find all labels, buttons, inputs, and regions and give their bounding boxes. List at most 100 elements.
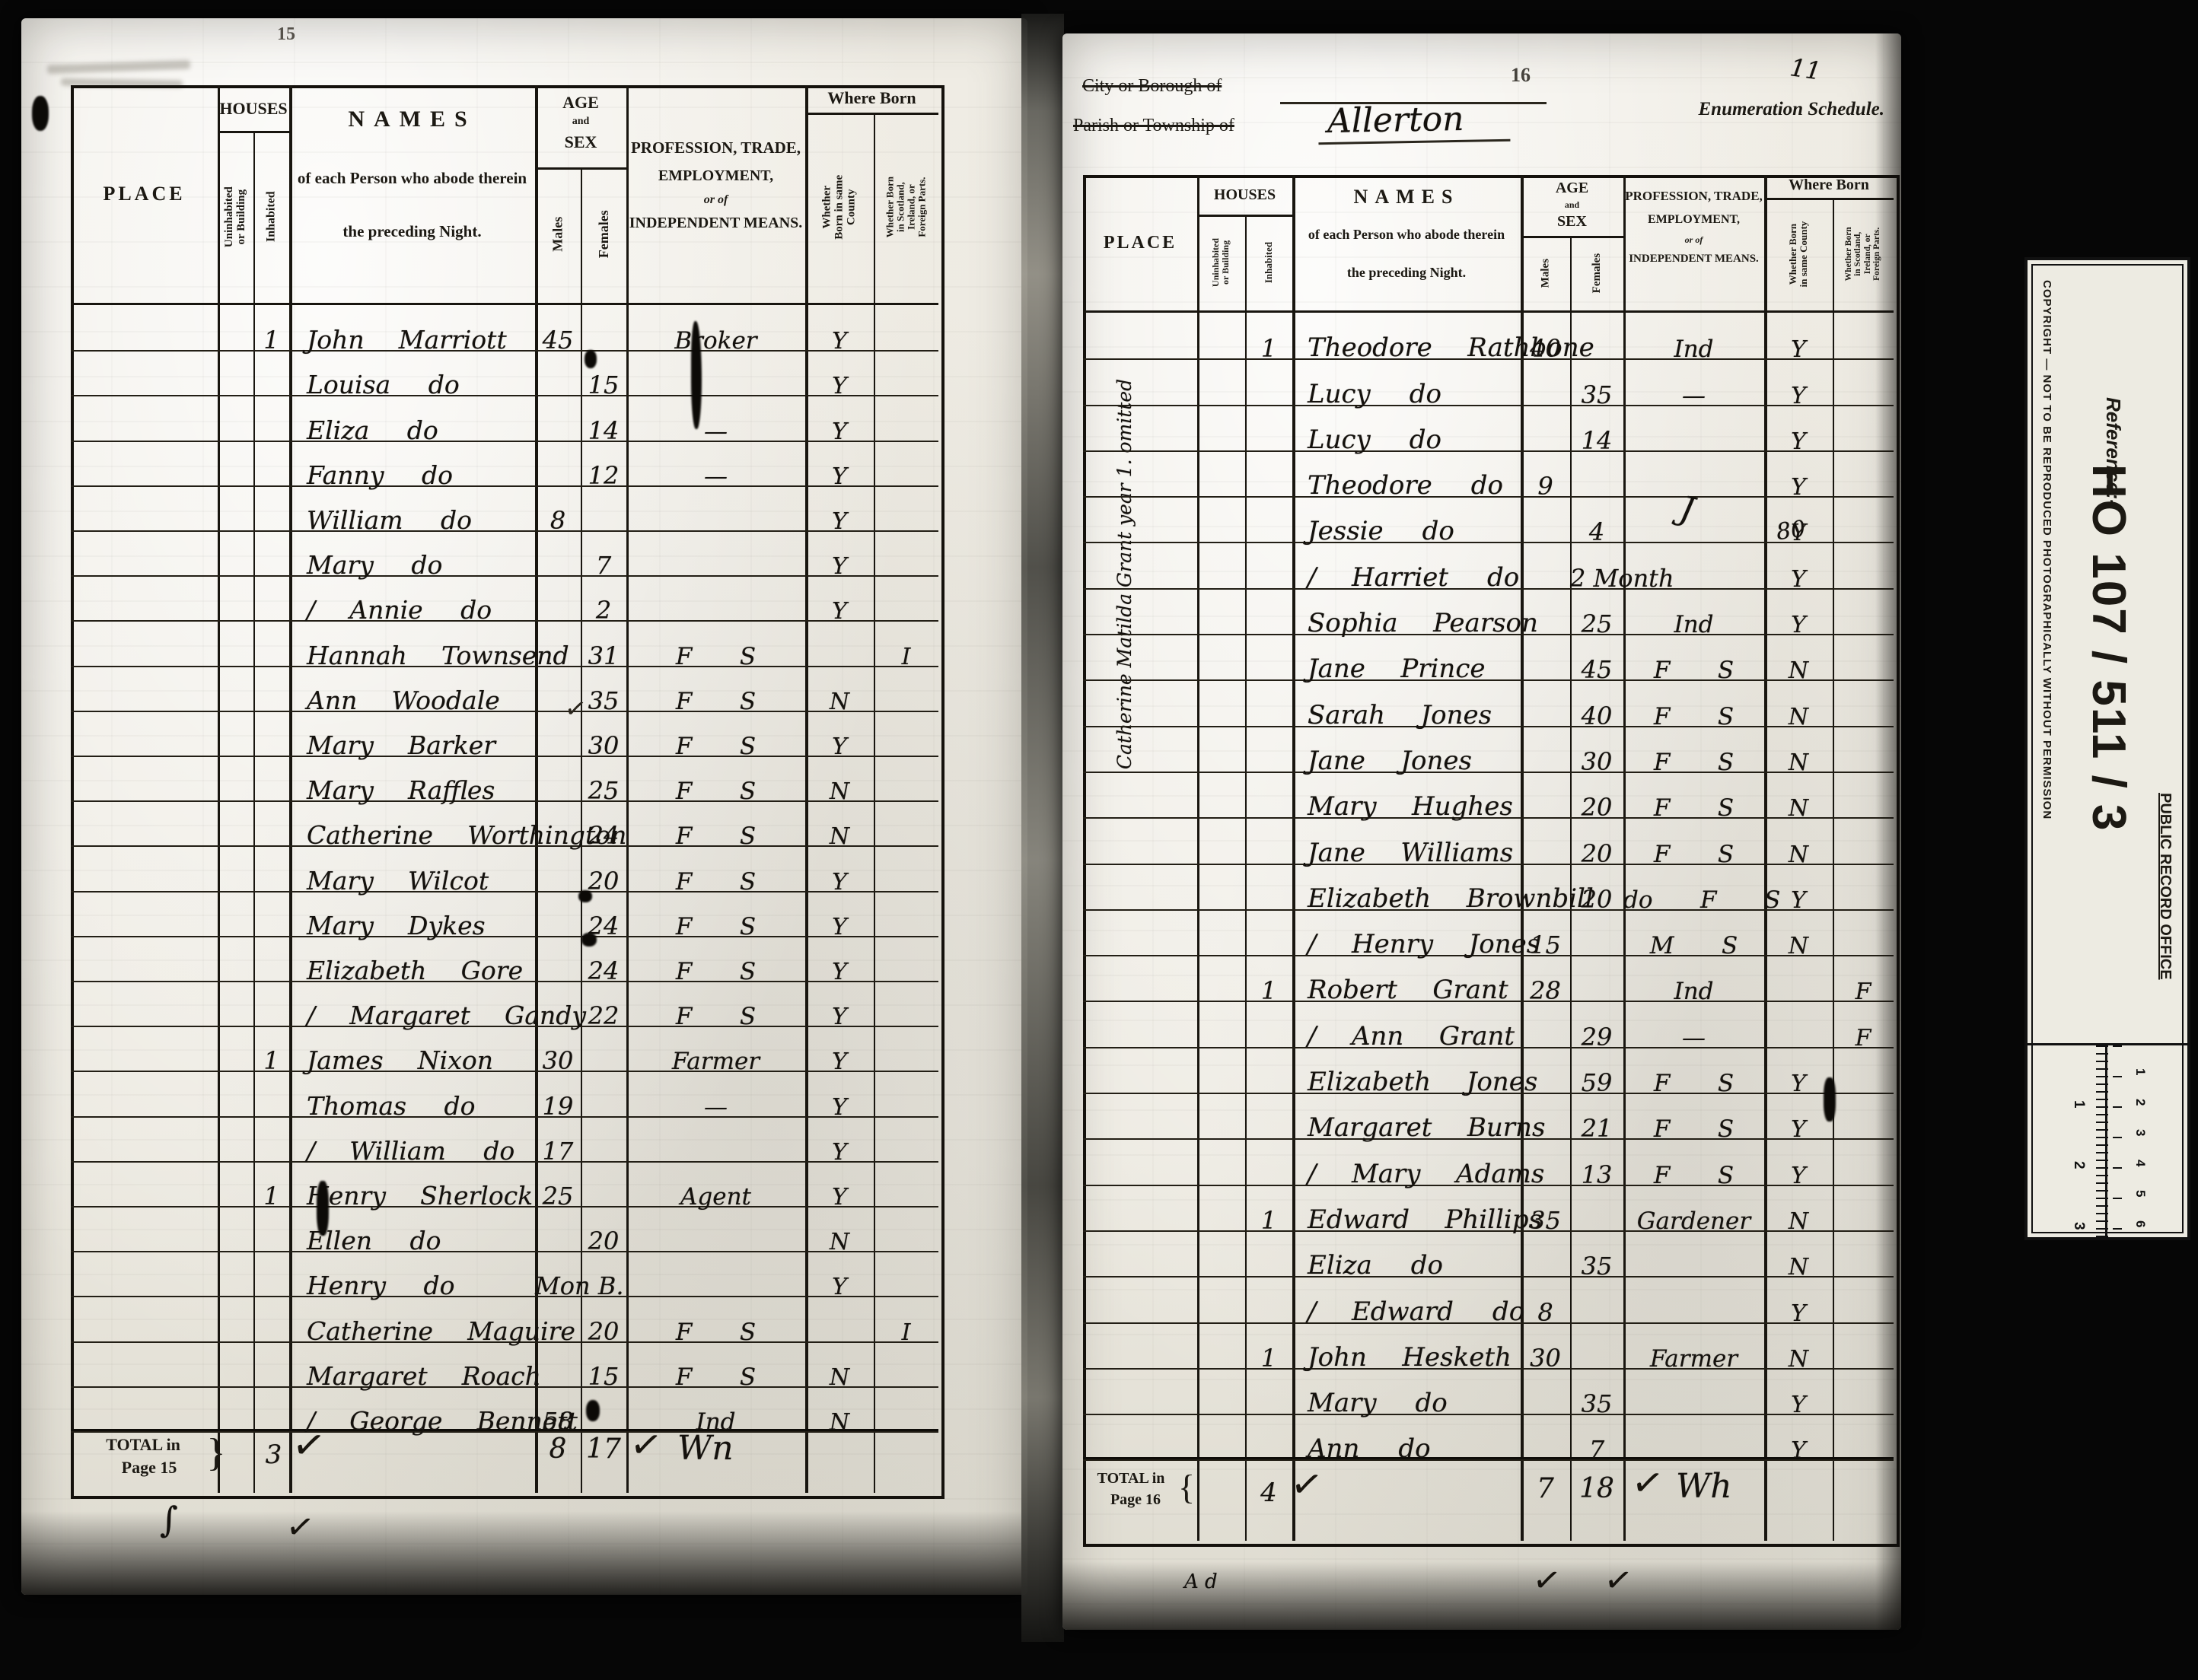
- name-cell: / William do: [307, 1135, 515, 1166]
- bottom-shadow: [21, 1511, 1027, 1595]
- table-row: / Annie do 2 Y: [71, 575, 938, 625]
- total-check: ✓: [288, 1420, 330, 1472]
- col-header-place: PLACE: [103, 183, 186, 205]
- prof-cell: —: [704, 462, 728, 490]
- f-cell: 20: [1581, 793, 1613, 822]
- table-row: 1 John Hesketh 30 Farmer N: [1083, 1322, 1894, 1373]
- ruler-cm-label: 6: [2133, 1220, 2148, 1228]
- table-row: 1 Edward Phillips 35 Gardener N: [1083, 1185, 1894, 1235]
- inh-cell: 1: [1260, 1205, 1277, 1235]
- col-header-inhabited: Inhabited: [1262, 241, 1274, 284]
- totals-top-line: [71, 1429, 938, 1432]
- name-cell: Lucy do: [1308, 424, 1441, 455]
- prof-cell: F S: [675, 912, 757, 940]
- sub-column-divider: [874, 113, 875, 1493]
- col-header-prof4: INDEPENDENT MEANS.: [1629, 253, 1759, 265]
- wb1-cell: Y: [1791, 1071, 1806, 1098]
- parish-township-label: Parish or Township of: [1073, 116, 1234, 135]
- col-header-prof4: INDEPENDENT MEANS.: [629, 215, 803, 231]
- folio-mark: 11: [1788, 52, 1824, 86]
- name-cell: Sophia Pearson: [1308, 608, 1538, 639]
- right-census-page: 16 11 City or Borough of Parish or Towns…: [1062, 33, 1901, 1630]
- f-cell: 14: [588, 415, 620, 445]
- col-header-names-sub2: the preceding Night.: [1346, 265, 1467, 280]
- name-cell: / Ann Grant: [1308, 1020, 1515, 1052]
- wb1-cell: N: [1788, 749, 1809, 776]
- total-note: Wh: [1676, 1467, 1732, 1506]
- prof-cell: F S: [1653, 657, 1735, 685]
- ink-blot: [578, 890, 592, 902]
- ink-blot: [317, 1181, 329, 1236]
- left-table-rows: 1 John Marriott 45 Broker Y Louisa do 15 Y Eliza…: [71, 303, 938, 1436]
- totals-top-line: [1083, 1457, 1894, 1460]
- wb1-cell: N: [829, 778, 850, 806]
- m-cell: 58: [542, 1406, 574, 1436]
- name-cell: Edward Phillips: [1308, 1204, 1542, 1235]
- f-cell: 14: [1581, 425, 1613, 455]
- f-cell: 7: [595, 551, 612, 581]
- name-cell: Ann Woodale: [307, 685, 500, 715]
- m-cell: 25: [542, 1181, 574, 1211]
- wb1-cell: Y: [832, 958, 847, 985]
- total-inhabited: 3: [265, 1440, 282, 1470]
- table-row: Mary Hughes 20 F S N: [1083, 772, 1894, 822]
- prof-cell: F S: [1653, 702, 1735, 730]
- prof-cell: do F S: [1623, 886, 1781, 914]
- table-frame: [71, 85, 945, 1499]
- wb1-cell: Y: [1791, 886, 1806, 914]
- prof-cell: Ind: [1674, 336, 1714, 364]
- name-cell: Mary Raffles: [307, 775, 495, 806]
- wb1-cell: Y: [832, 463, 847, 490]
- wb1-cell: N: [1788, 703, 1809, 730]
- col-header-prof3: or of: [703, 193, 728, 206]
- col-header-names: NAMES: [1353, 186, 1460, 208]
- wb1-cell: Y: [1791, 565, 1806, 593]
- col-header-wb1: Whether Born in same County: [1786, 221, 1809, 288]
- table-row: Henry do Mon B. Y: [71, 1251, 938, 1300]
- wb2-cell: F: [1855, 978, 1871, 1006]
- wb1-cell: Y: [1791, 428, 1806, 455]
- prof-cell: F S: [675, 1318, 757, 1346]
- f-cell: 29: [1581, 1022, 1613, 1052]
- col-header-uninhabited: Uninhabited or Building: [223, 186, 248, 248]
- name-cell: Louisa do: [307, 370, 460, 400]
- col-header-names-sub1: of each Person who abode therein: [1308, 227, 1505, 242]
- wb1-cell: N: [1788, 841, 1809, 868]
- table-row: Catherine Maguire 20 F S I: [71, 1296, 938, 1346]
- name-cell: Robert Grant: [1308, 975, 1508, 1006]
- name-cell: John Hesketh: [1308, 1341, 1512, 1373]
- name-cell: Theodore do: [1308, 470, 1504, 501]
- total-label: Page 15: [121, 1458, 177, 1477]
- col-header-females: Females: [1590, 253, 1603, 294]
- name-cell: Mary Hughes: [1308, 791, 1513, 822]
- inh-cell: 1: [263, 1181, 279, 1211]
- sub-column-divider: [253, 131, 255, 1493]
- total-males: 8: [549, 1433, 567, 1465]
- table-row: / Mary Adams 13 F S Y: [1083, 1138, 1894, 1189]
- city-blank-line: [1280, 102, 1547, 104]
- wb1-cell: Y: [832, 553, 847, 581]
- m-cell: 45: [542, 326, 574, 355]
- col-header-age3: SEX: [564, 132, 597, 151]
- column-divider: [1623, 175, 1626, 1541]
- name-cell: Mary do: [307, 550, 443, 581]
- ruler-inch-label: 1: [2071, 1100, 2087, 1109]
- col-header-houses: HOUSES: [219, 99, 288, 118]
- wb1-cell: Y: [1791, 1162, 1806, 1189]
- table-row: / Ann Grant 29 — F: [1083, 1001, 1894, 1052]
- wb1-cell: Y: [832, 598, 847, 625]
- wb1-cell: Y: [832, 418, 847, 445]
- city-borough-label: City or Borough of: [1082, 76, 1222, 96]
- name-cell: Elizabeth Jones: [1308, 1067, 1538, 1098]
- col-header-prof2: EMPLOYMENT,: [1647, 213, 1741, 226]
- name-cell: Mary Dykes: [307, 910, 486, 940]
- name-cell: Mary Barker: [307, 730, 496, 760]
- m-cell: 9: [1537, 472, 1553, 501]
- wb1-cell: Y: [1791, 1300, 1806, 1327]
- col-header-names-sub1: of each Person who abode therein: [297, 169, 527, 187]
- col-header-wb1: Whether Born in same County: [820, 174, 858, 240]
- total-brace: {: [1177, 1468, 1196, 1507]
- f-cell: 7: [1588, 1435, 1605, 1465]
- table-row: Fanny do 12 — Y: [71, 441, 938, 490]
